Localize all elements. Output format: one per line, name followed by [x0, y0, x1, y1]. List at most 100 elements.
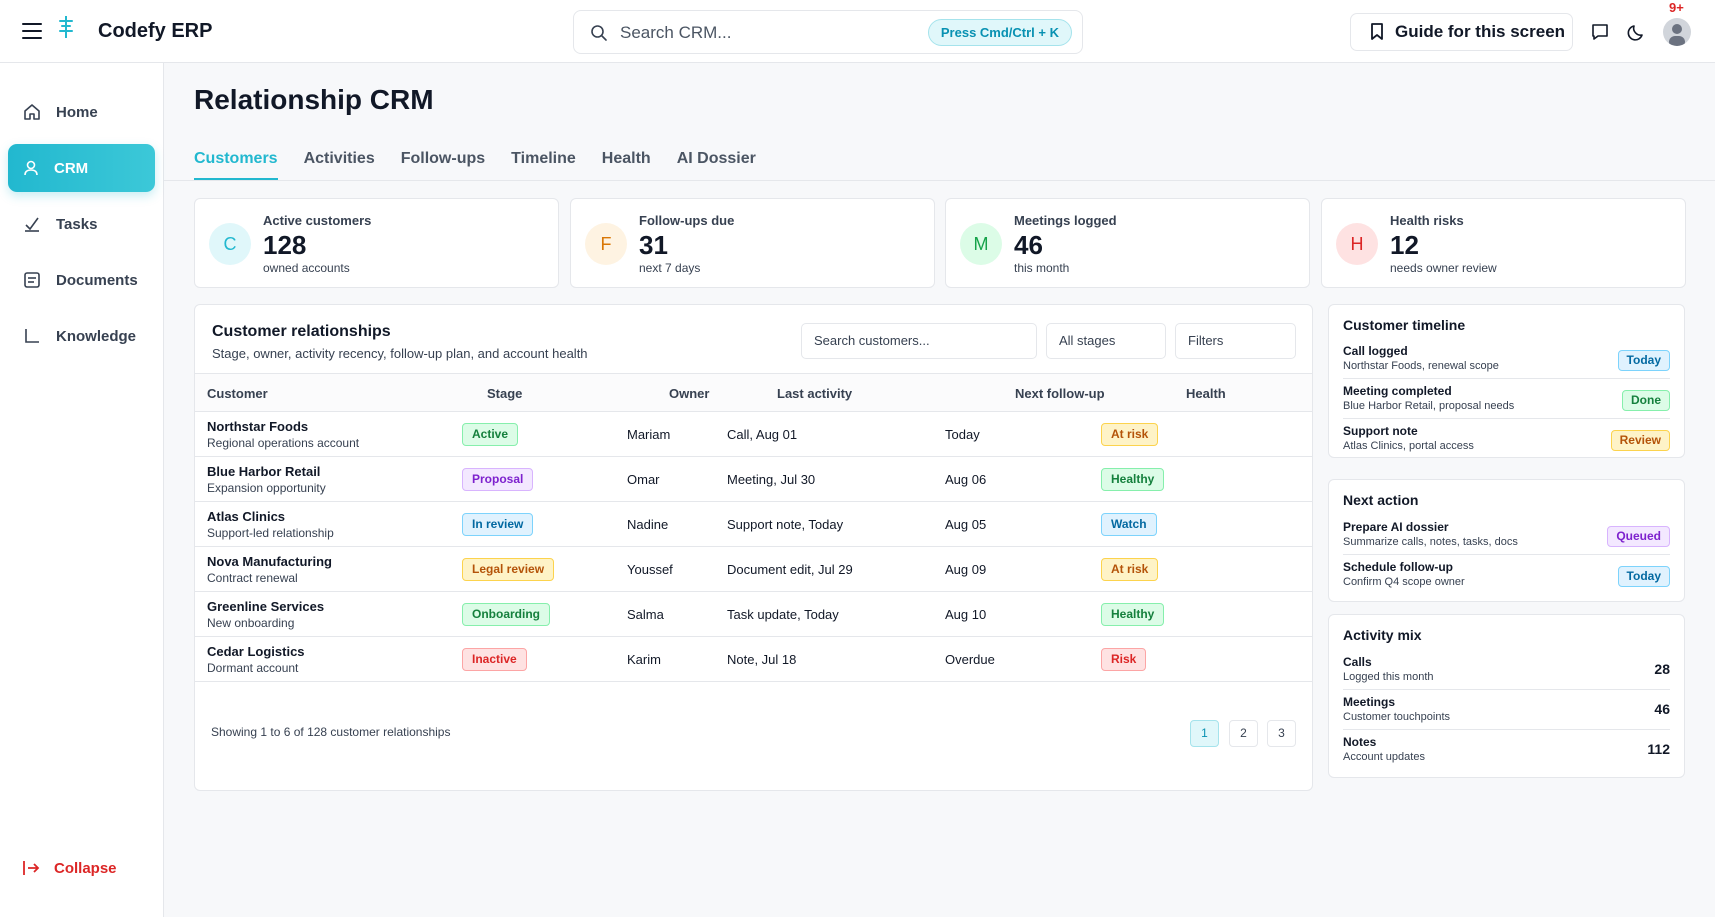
collapse-label: Collapse — [54, 859, 117, 877]
column-header[interactable]: Last activity — [777, 386, 853, 401]
sidebar-item-crm[interactable]: CRM — [8, 144, 155, 192]
card-title: Activity mix — [1343, 627, 1422, 643]
item-description: Atlas Clinics, portal access — [1343, 440, 1474, 452]
last-activity-cell: Meeting, Jul 30 — [727, 472, 816, 487]
tab-ai-dossier[interactable]: AI Dossier — [676, 150, 756, 167]
page-button-2[interactable]: 2 — [1229, 720, 1258, 747]
health-badge: Healthy — [1101, 603, 1165, 626]
stage-badge: In review — [462, 513, 534, 536]
kpi-subtext: next 7 days — [639, 261, 701, 275]
tab-follow-ups[interactable]: Follow-ups — [400, 150, 486, 167]
column-header[interactable]: Health — [1186, 386, 1226, 401]
sidebar-item-knowledge[interactable]: Knowledge — [8, 312, 155, 360]
list-item[interactable]: Prepare AI dossier Summarize calls, notes… — [1343, 520, 1670, 560]
kpi-card-meetings: M Meetings logged 46 this month — [945, 198, 1310, 288]
customer-name[interactable]: Blue Harbor Retail — [207, 464, 321, 479]
page-button-1[interactable]: 1 — [1190, 720, 1219, 747]
next-follow-up-cell: Overdue — [945, 652, 995, 667]
top-bar: Codefy ERP Press Cmd/Ctrl + K Guide for … — [0, 0, 1715, 63]
kpi-value: 128 — [263, 230, 307, 260]
owner-cell: Salma — [627, 607, 664, 622]
item-description: Account updates — [1343, 751, 1425, 763]
kpi-value: 31 — [639, 230, 668, 260]
table-row[interactable]: Nova Manufacturing Contract renewal Legal … — [195, 547, 1312, 592]
item-description: Logged this month — [1343, 671, 1434, 683]
menu-icon[interactable] — [22, 23, 42, 39]
collapse-button[interactable]: Collapse — [22, 859, 117, 877]
status-badge: Queued — [1607, 526, 1670, 547]
tab-timeline[interactable]: Timeline — [511, 150, 576, 167]
customer-name[interactable]: Atlas Clinics — [207, 509, 286, 524]
sidebar-item-label: Tasks — [56, 215, 98, 233]
next-follow-up-cell: Today — [945, 427, 980, 442]
kpi-initial-badge: H — [1336, 223, 1378, 265]
next-follow-up-cell: Aug 10 — [945, 607, 987, 622]
table-row[interactable]: Blue Harbor Retail Expansion opportunity P… — [195, 457, 1312, 502]
table-row[interactable]: Northstar Foods Regional operations accou… — [195, 412, 1312, 457]
list-item[interactable]: Support note Atlas Clinics, portal access… — [1343, 424, 1670, 464]
list-item[interactable]: Meetings Customer touchpoints 46 — [1343, 695, 1670, 735]
tab-health[interactable]: Health — [601, 150, 651, 167]
stage-badge: Onboarding — [462, 603, 550, 626]
list-item[interactable]: Calls Logged this month 28 — [1343, 655, 1670, 695]
column-header[interactable]: Owner — [669, 386, 710, 401]
customer-description: New onboarding — [207, 616, 295, 630]
card-title: Customer relationships — [212, 323, 391, 340]
sidebar-item-home[interactable]: Home — [8, 88, 155, 136]
column-header[interactable]: Stage — [487, 386, 523, 401]
guide-button[interactable]: Guide for this screen — [1350, 13, 1573, 51]
item-description: Summarize calls, notes, tasks, docs — [1343, 536, 1518, 548]
tab-activities[interactable]: Activities — [303, 150, 375, 167]
customer-name[interactable]: Greenline Services — [207, 599, 325, 614]
item-title: Meetings — [1343, 695, 1396, 709]
kpi-card-follow-ups: F Follow-ups due 31 next 7 days — [570, 198, 935, 288]
customer-name[interactable]: Nova Manufacturing — [207, 554, 332, 569]
owner-cell: Nadine — [627, 517, 669, 532]
stage-filter-select[interactable]: All stages — [1046, 323, 1166, 359]
customer-name[interactable]: Northstar Foods — [207, 419, 309, 434]
stage-badge: Proposal — [462, 468, 534, 491]
page-button-3[interactable]: 3 — [1267, 720, 1296, 747]
list-item[interactable]: Call logged Northstar Foods, renewal scop… — [1343, 344, 1670, 384]
owner-cell: Mariam — [627, 427, 671, 442]
list-item[interactable]: Schedule follow-up Confirm Q4 scope owner… — [1343, 560, 1670, 600]
moon-icon[interactable] — [1627, 22, 1647, 42]
bookmark-icon — [1371, 23, 1383, 40]
user-avatar-icon — [1669, 24, 1685, 46]
page-title: Relationship CRM — [194, 84, 434, 115]
guide-label: Guide for this screen — [1395, 22, 1566, 41]
item-description: Confirm Q4 scope owner — [1343, 576, 1465, 588]
table-row[interactable]: Greenline Services New onboarding Onboardi… — [195, 592, 1312, 637]
kpi-initial-badge: C — [209, 223, 251, 265]
customer-search-input[interactable]: Search customers... — [801, 323, 1037, 359]
column-header[interactable]: Next follow-up — [1015, 386, 1105, 401]
health-badge: At risk — [1101, 558, 1159, 581]
divider — [1343, 378, 1670, 379]
sidebar-item-label: Knowledge — [56, 327, 137, 345]
search-input[interactable] — [620, 19, 920, 47]
table-row[interactable]: Atlas Clinics Support-led relationship In … — [195, 502, 1312, 547]
kpi-card-health-risks: H Health risks 12 needs owner review — [1321, 198, 1686, 288]
list-item[interactable]: Meeting completed Blue Harbor Retail, pro… — [1343, 384, 1670, 424]
owner-cell: Youssef — [627, 562, 673, 577]
table-row[interactable]: Cedar Logistics Dormant account Inactive Ka… — [195, 637, 1312, 682]
sidebar-item-tasks[interactable]: Tasks — [8, 200, 155, 248]
notification-badge: 9+ — [1669, 0, 1684, 15]
filters-button[interactable]: Filters — [1175, 323, 1296, 359]
owner-cell: Karim — [627, 652, 661, 667]
shortcut-badge: Press Cmd/Ctrl + K — [927, 19, 1072, 46]
customer-name[interactable]: Cedar Logistics — [207, 644, 305, 659]
kpi-value: 12 — [1390, 230, 1419, 260]
owner-cell: Omar — [627, 472, 660, 487]
column-header[interactable]: Customer — [207, 386, 268, 401]
chat-icon[interactable] — [1590, 22, 1610, 42]
sidebar-item-label: Home — [56, 103, 98, 121]
list-item[interactable]: Notes Account updates 112 — [1343, 735, 1670, 775]
check-icon — [25, 217, 39, 232]
tab-bar: Customers Activities Follow-ups Timeline… — [194, 150, 756, 180]
tab-customers[interactable]: Customers — [194, 150, 278, 180]
next-follow-up-cell: Aug 09 — [945, 562, 987, 577]
avatar[interactable] — [1663, 18, 1691, 46]
sidebar-item-documents[interactable]: Documents — [8, 256, 155, 304]
global-search[interactable]: Press Cmd/Ctrl + K — [573, 10, 1083, 54]
